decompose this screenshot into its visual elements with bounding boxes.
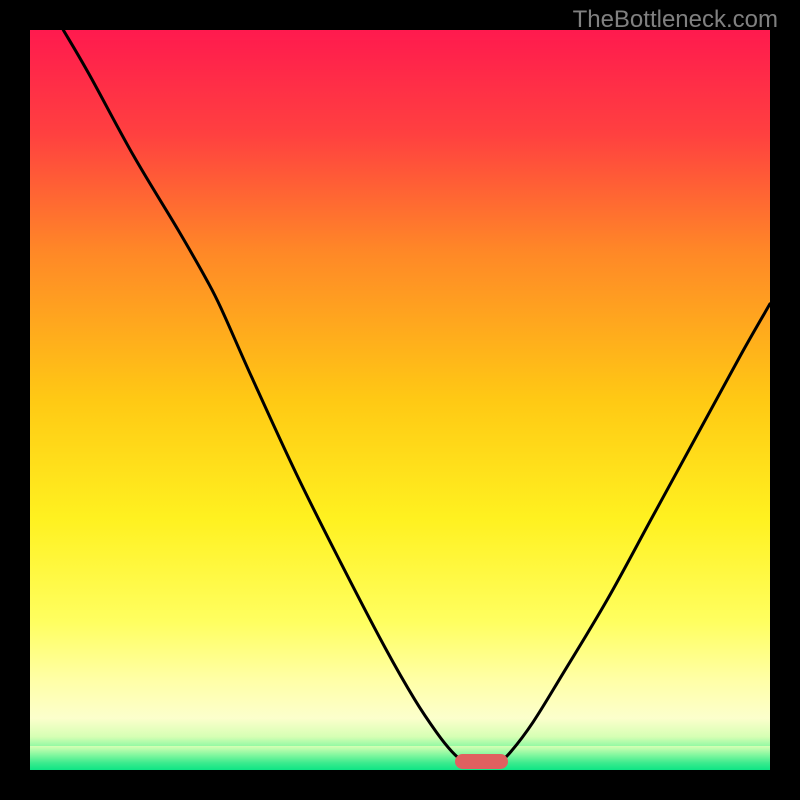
bottleneck-curve [30,30,770,770]
watermark-text: TheBottleneck.com [573,6,778,34]
plot-area [30,30,770,770]
bottleneck-chart: TheBottleneck.com [0,0,800,800]
minimum-marker [455,754,508,769]
